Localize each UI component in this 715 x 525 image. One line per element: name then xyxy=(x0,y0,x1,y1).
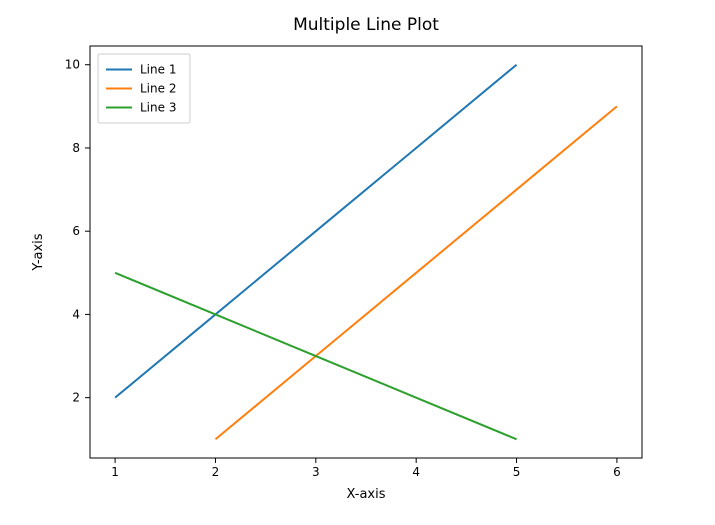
x-ticks: 1 2 3 4 5 6 xyxy=(111,458,620,479)
x-axis-label: X-axis xyxy=(347,487,386,502)
series-line xyxy=(215,106,616,439)
y-tick-label: 6 xyxy=(72,224,80,238)
y-tick-label: 8 xyxy=(72,141,80,155)
y-tick-label: 4 xyxy=(72,307,80,321)
y-ticks: 2 4 6 8 10 xyxy=(65,58,90,405)
y-axis-label: Y-axis xyxy=(31,233,46,271)
chart-container: Multiple Line Plot 123456 246810 X-axis … xyxy=(0,0,715,525)
chart-title: Multiple Line Plot xyxy=(293,15,439,35)
chart-svg: Multiple Line Plot 123456 246810 X-axis … xyxy=(0,0,715,525)
x-tick-label: 3 xyxy=(312,465,320,479)
x-tick-label: 1 xyxy=(111,465,119,479)
legend-label: Line 2 xyxy=(140,82,176,96)
legend-items: Line 1 Line 2 Line 3 xyxy=(106,63,176,115)
legend: Line 1 Line 2 Line 3 xyxy=(98,54,190,123)
x-tick-label: 6 xyxy=(613,465,621,479)
y-tick-label: 2 xyxy=(72,391,80,405)
y-tick-label: 10 xyxy=(65,58,80,72)
x-tick-label: 2 xyxy=(212,465,220,479)
x-tick-label: 5 xyxy=(513,465,521,479)
series-line xyxy=(115,273,516,439)
legend-label: Line 1 xyxy=(140,63,176,77)
legend-label: Line 3 xyxy=(140,101,176,115)
x-tick-label: 4 xyxy=(412,465,420,479)
